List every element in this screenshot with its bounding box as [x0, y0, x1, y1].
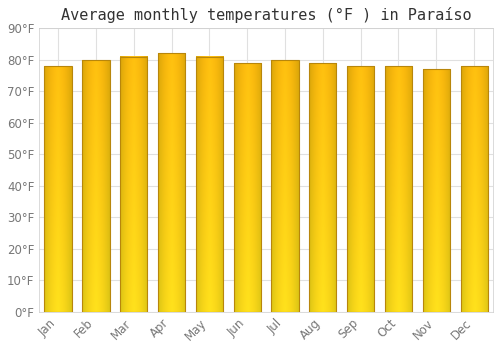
Title: Average monthly temperatures (°F ) in Paraíso: Average monthly temperatures (°F ) in Pa… — [61, 7, 472, 23]
